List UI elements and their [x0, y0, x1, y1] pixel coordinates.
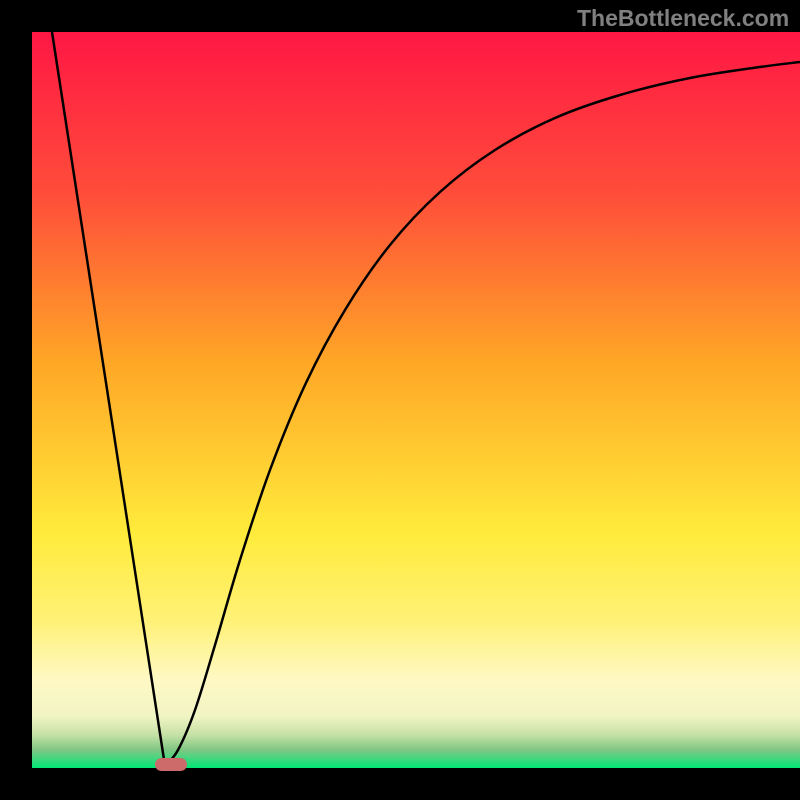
curve-layer [0, 0, 800, 800]
bottleneck-chart: TheBottleneck.com [0, 0, 800, 800]
bottleneck-curve-line [52, 32, 800, 766]
watermark-text: TheBottleneck.com [577, 5, 789, 32]
optimal-point-marker [155, 758, 187, 771]
